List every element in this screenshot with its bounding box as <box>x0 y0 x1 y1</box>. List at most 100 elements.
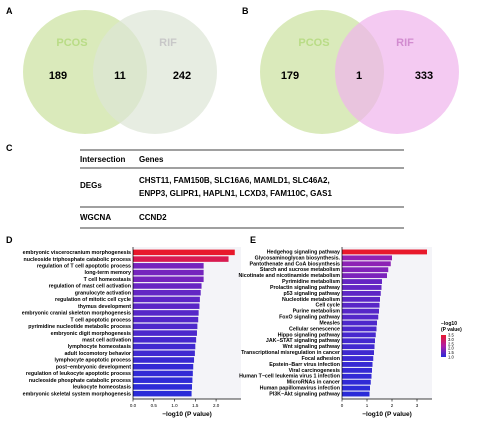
panel-b-letter: B <box>242 6 249 16</box>
category-label-7: regulation of mitotic cell cycle <box>55 297 131 303</box>
bar-3 <box>342 267 389 273</box>
bar-15 <box>342 338 375 344</box>
table-row-genes-wgcna: CCND2 <box>139 213 167 222</box>
panel-d-letter: D <box>6 235 13 245</box>
bar-7 <box>342 290 381 296</box>
bar-20 <box>133 384 192 390</box>
panel-e-letter: E <box>250 235 256 245</box>
bar-8 <box>133 303 200 309</box>
category-label-6: granulocyte activation <box>75 290 131 296</box>
x-axis-title: −log10 (P value) <box>162 411 212 418</box>
legend-tick-0: 3.5 <box>448 333 454 338</box>
category-label-18: Focal adhesion <box>301 356 340 362</box>
bar-12 <box>342 320 377 326</box>
bar-15 <box>133 350 195 357</box>
category-label-3: Starch and sucrose metabolism <box>260 267 340 273</box>
venn-b-count-rif-only: 333 <box>415 70 433 82</box>
category-label-4: T cell homeostasis <box>84 277 131 283</box>
category-label-10: T cell apoptotic process <box>70 317 131 323</box>
bar-19 <box>342 362 373 367</box>
category-label-9: Cell cycle <box>316 303 340 309</box>
bar-9 <box>342 302 380 308</box>
x-tick-label-1: 0.5 <box>151 403 158 408</box>
panel-c: C Intersection Genes DEGs CHST11, FAM150… <box>6 143 404 229</box>
venn-a-circle-rif <box>93 10 217 134</box>
x-tick-label-1: 1 <box>366 403 369 408</box>
legend-title-line2: (P value) <box>441 327 462 333</box>
venn-a-label-pcos: PCOS <box>56 37 87 49</box>
venn-a-count-pcos-only: 189 <box>49 70 67 82</box>
category-label-21: Human T−cell leukemia virus 1 infection <box>239 374 340 380</box>
category-label-15: adult locomotory behavior <box>64 351 131 357</box>
venn-a-label-rif: RIF <box>159 37 177 49</box>
category-label-24: PI3K−Akt signaling pathway <box>269 392 340 398</box>
bar-1 <box>133 256 229 262</box>
category-label-11: FoxO signaling pathway <box>279 315 340 321</box>
bar-12 <box>133 330 197 336</box>
table-header-genes: Genes <box>139 155 164 164</box>
bar-8 <box>342 296 380 302</box>
category-label-13: Cellular senescence <box>289 326 340 332</box>
venn-a-count-rif-only: 242 <box>173 70 191 82</box>
legend-title-line1: −log10 <box>441 321 457 327</box>
bar-24 <box>342 391 370 397</box>
legend-colorbar <box>441 335 446 357</box>
category-label-20: leukocyte homeostasis <box>73 385 131 391</box>
bar-20 <box>342 367 372 373</box>
category-label-14: Hippo signaling pathway <box>278 332 340 338</box>
category-label-22: MicroRNAs in cancer <box>287 380 340 386</box>
category-label-17: Transcriptional misregulation in cancer <box>241 350 340 356</box>
bar-17 <box>133 363 194 370</box>
category-label-21: embryonic skeletal system morphogenesis <box>23 391 131 397</box>
bar-21 <box>342 373 372 379</box>
category-label-5: Pyrimidine metabolism <box>282 279 340 285</box>
category-label-0: embryonic viscerocranium morphogenesis <box>23 250 131 256</box>
category-label-19: Epstein−Barr virus infection <box>269 362 340 368</box>
legend-tick-1: 3.0 <box>448 337 454 342</box>
category-label-8: Nucleotide metabolism <box>282 297 340 303</box>
category-label-12: Measles <box>319 320 340 326</box>
venn-b-count-both: 1 <box>356 70 362 82</box>
legend-tick-3: 2.0 <box>448 346 454 351</box>
bar-9 <box>133 310 199 316</box>
category-label-23: Human papillomavirus infection <box>260 386 340 392</box>
category-label-16: Wnt signaling pathway <box>283 344 340 350</box>
category-label-15: JAK−STAT signaling pathway <box>266 338 340 344</box>
panel-e-chart: Hedgehog signaling pathwayGlycosaminogly… <box>238 247 462 418</box>
bar-5 <box>133 283 202 289</box>
category-label-10: Purine metabolism <box>293 309 341 315</box>
bar-10 <box>133 316 199 323</box>
panel-c-letter: C <box>6 143 13 153</box>
bar-0 <box>133 249 235 256</box>
bar-21 <box>133 390 192 397</box>
category-label-8: thymus development <box>78 304 131 310</box>
bar-19 <box>133 377 193 383</box>
category-label-12: embryonic digit morphogenesis <box>51 331 131 337</box>
bar-16 <box>133 357 195 363</box>
bar-18 <box>133 370 193 377</box>
x-tick-label-4: 2.0 <box>213 403 220 408</box>
bar-2 <box>133 263 204 269</box>
legend-tick-2: 2.5 <box>448 341 454 346</box>
bar-14 <box>133 343 196 350</box>
venn-b-circle-rif <box>335 10 459 134</box>
x-axis-title: −log10 (P value) <box>362 411 412 418</box>
bar-17 <box>342 350 374 356</box>
category-label-1: nucleoside triphosphate catabolic proces… <box>24 257 131 263</box>
category-label-14: lymphocyte homeostasis <box>68 344 131 350</box>
venn-b-count-pcos-only: 179 <box>281 70 299 82</box>
category-label-19: nucleoside phosphate catabolic process <box>29 378 131 384</box>
legend-tick-5: 1.0 <box>448 355 454 360</box>
category-label-9: embryonic cranial skeleton morphogenesis <box>22 311 131 317</box>
panel-b: B PCOS RIF 179 1 333 <box>242 6 459 134</box>
category-label-1: Glycosaminoglycan biosynthesis. <box>255 255 341 261</box>
category-label-3: long-term memory <box>84 270 131 276</box>
bar-5 <box>342 279 382 284</box>
category-label-0: Hedgehog signaling pathway <box>267 249 340 255</box>
category-label-13: mast cell activation <box>82 337 131 343</box>
x-tick-label-2: 1.0 <box>171 403 178 408</box>
x-tick-label-2: 2 <box>391 403 394 408</box>
table-row-label-degs: DEGs <box>80 181 102 190</box>
bar-13 <box>133 337 197 343</box>
